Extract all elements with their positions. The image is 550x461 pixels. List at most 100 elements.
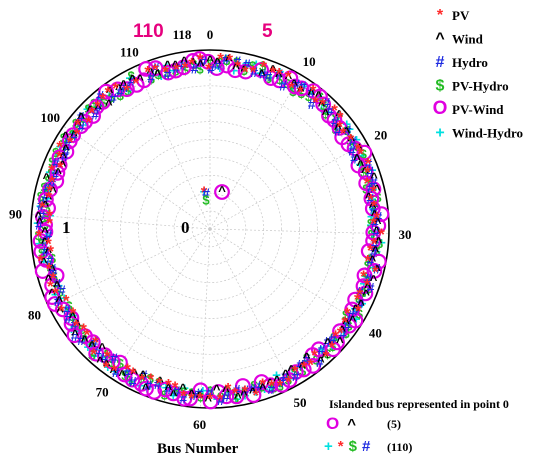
grid-spoke xyxy=(209,228,389,235)
data-point: # xyxy=(154,376,162,392)
data-point: * xyxy=(147,370,154,389)
data-point: # xyxy=(347,307,355,323)
data-point xyxy=(72,118,89,135)
data-point xyxy=(271,72,288,89)
data-point: ^ xyxy=(40,255,48,270)
data-point: # xyxy=(373,260,381,276)
data-point: * xyxy=(46,260,53,279)
data-point: * xyxy=(372,262,379,281)
data-point: * xyxy=(268,377,275,396)
data-point: * xyxy=(90,345,97,364)
data-point: * xyxy=(252,386,259,405)
data-point: $ xyxy=(366,174,374,189)
data-point: # xyxy=(207,60,215,76)
data-point: ^ xyxy=(218,184,226,199)
data-point xyxy=(44,277,60,294)
data-point xyxy=(366,263,383,279)
grid-spoke xyxy=(209,228,362,325)
data-point: # xyxy=(51,167,59,183)
data-point: * xyxy=(130,364,137,383)
data-point: ^ xyxy=(373,182,381,197)
data-point: + xyxy=(180,380,189,397)
data-point: ^ xyxy=(43,171,51,186)
data-point: + xyxy=(368,191,377,208)
x-axis-label: Bus Number xyxy=(157,441,239,457)
data-point: ^ xyxy=(225,53,233,68)
data-point: $ xyxy=(345,319,353,334)
data-point: ^ xyxy=(355,141,363,156)
data-point: ^ xyxy=(318,98,326,113)
data-point: ^ xyxy=(371,208,379,223)
data-point: # xyxy=(100,350,108,366)
islanded-note-row1-value: (5) xyxy=(387,417,401,431)
data-point xyxy=(365,181,382,198)
data-point: ^ xyxy=(370,170,378,185)
data-point: * xyxy=(276,65,283,84)
data-point: $ xyxy=(360,147,368,162)
theta-tick-label: 20 xyxy=(374,128,387,143)
data-point: $ xyxy=(259,59,267,74)
data-point: # xyxy=(365,271,373,287)
data-point: * xyxy=(162,63,169,82)
data-point: * xyxy=(85,113,92,132)
data-point: $ xyxy=(223,53,231,68)
legend-label: Wind xyxy=(452,32,484,47)
data-point xyxy=(346,140,363,157)
data-point xyxy=(63,310,80,326)
data-point xyxy=(38,251,54,268)
data-point: * xyxy=(39,198,46,217)
data-point: * xyxy=(269,63,276,82)
data-point: # xyxy=(96,88,104,104)
data-point xyxy=(63,316,80,332)
data-point: # xyxy=(371,215,379,231)
data-point: $ xyxy=(164,65,172,80)
data-point: # xyxy=(152,60,160,76)
data-point: + xyxy=(199,383,208,400)
data-point: * xyxy=(47,242,54,261)
data-point xyxy=(218,388,235,405)
theta-tick-label: 30 xyxy=(399,227,412,242)
data-point xyxy=(228,388,245,405)
data-point: $ xyxy=(161,388,169,403)
data-point xyxy=(34,263,51,280)
data-point xyxy=(118,81,135,98)
data-point: * xyxy=(260,58,267,77)
data-point: * xyxy=(180,386,187,405)
data-point: # xyxy=(299,78,307,94)
data-point xyxy=(32,233,49,249)
data-point: # xyxy=(109,90,117,106)
data-point: * xyxy=(355,302,362,321)
theta-tick-label: 50 xyxy=(294,395,307,410)
data-point: ^ xyxy=(369,200,377,215)
data-point: ^ xyxy=(139,368,147,383)
data-point: + xyxy=(124,82,133,99)
data-point: # xyxy=(348,142,356,158)
data-point: # xyxy=(62,143,70,159)
data-points: +++ + ++ + +++ + + +++ + ++++ ++ ++++++++ ++++++++++… xyxy=(32,49,390,410)
data-point: ^ xyxy=(45,272,53,287)
data-point: ^ xyxy=(374,215,382,230)
data-point: * xyxy=(197,50,204,69)
data-point: + xyxy=(369,181,378,198)
data-point xyxy=(356,144,373,161)
data-point xyxy=(282,70,299,87)
data-point: * xyxy=(364,252,371,271)
data-point: $ xyxy=(225,385,233,400)
legend-label: PV-Hydro xyxy=(452,79,509,94)
data-point: $ xyxy=(366,252,374,267)
data-point: $ xyxy=(108,90,116,105)
data-point: ^ xyxy=(48,286,56,301)
data-point: + xyxy=(232,391,241,408)
data-point: # xyxy=(63,301,71,317)
data-point: * xyxy=(156,374,163,393)
data-point: ^ xyxy=(120,78,128,93)
data-point: * xyxy=(354,290,361,309)
grid-spoke xyxy=(209,141,367,230)
data-point: $ xyxy=(276,379,284,394)
data-point: $ xyxy=(233,55,241,70)
data-point: * xyxy=(332,327,339,346)
data-point: * xyxy=(285,68,292,87)
data-point: * xyxy=(58,301,65,320)
data-point: * xyxy=(70,304,77,323)
data-point: * xyxy=(84,325,91,344)
